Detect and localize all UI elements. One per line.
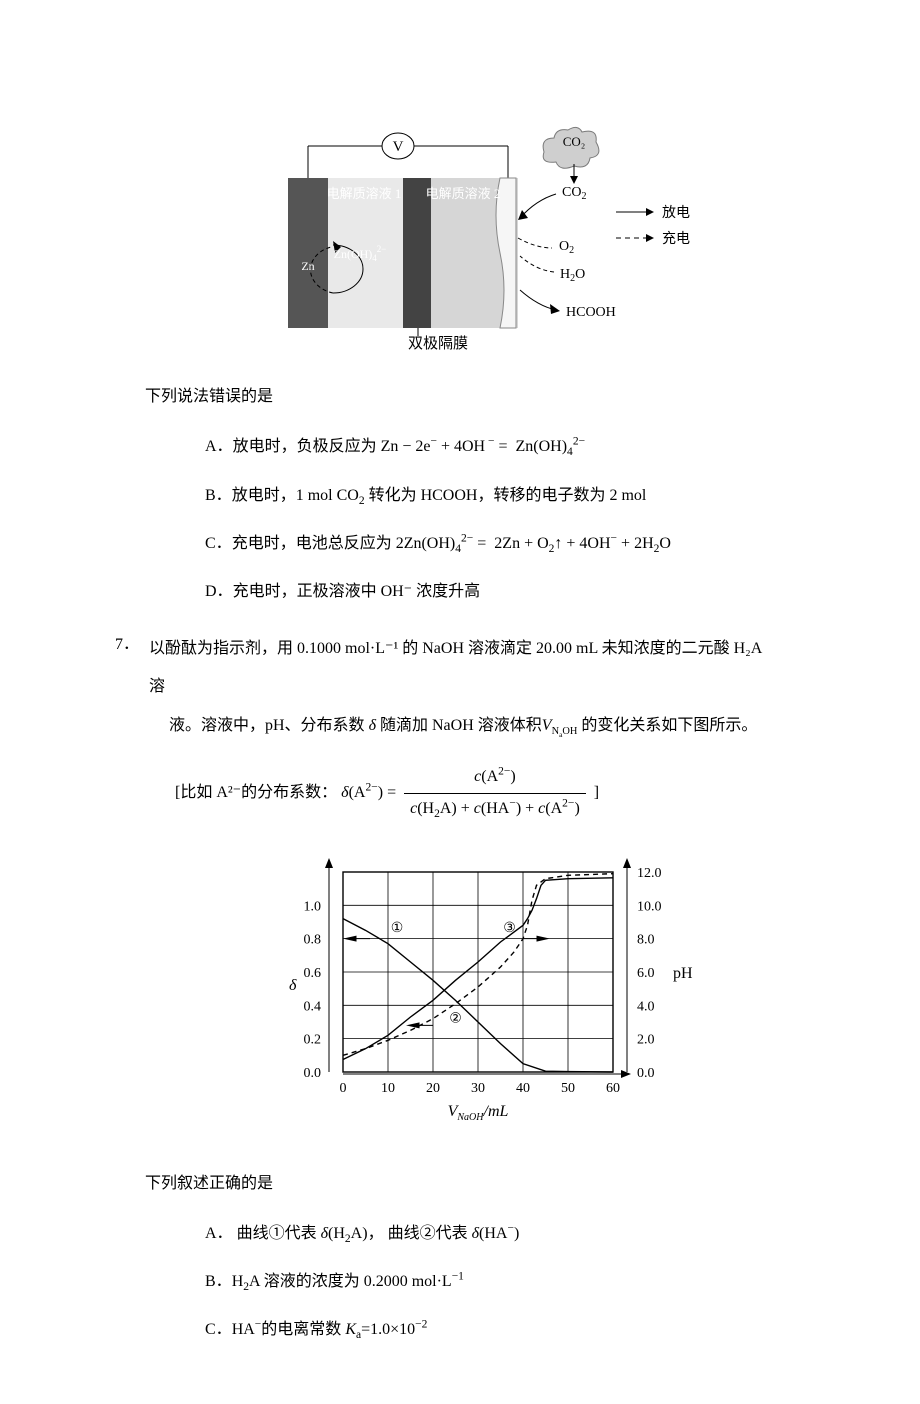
svg-text:50: 50 [561, 1081, 575, 1096]
svg-text:0.2: 0.2 [303, 1032, 321, 1047]
hcooh-label: HCOOH [566, 305, 616, 320]
q7-option-c: C．HA−的电离常数 Ka=1.0×10−2 [205, 1315, 820, 1345]
bipolar-label: 双极隔膜 [407, 335, 467, 352]
legend-charge: 充电 [662, 231, 690, 247]
svg-text:10.0: 10.0 [637, 899, 662, 914]
svg-text:4.0: 4.0 [637, 999, 655, 1014]
legend-discharge: 放电 [662, 205, 690, 221]
svg-text:δ: δ [289, 977, 297, 994]
q6-stem: 下列说法错误的是 [145, 379, 820, 414]
q7-line1: 以酚酞为指示剂，用 0.1000 mol·L⁻¹ 的 NaOH 溶液滴定 20.… [149, 640, 761, 695]
svg-text:0.8: 0.8 [303, 932, 321, 947]
q6-option-c: C．充电时，电池总反应为 2Zn(OH)42− = 2Zn + O2↑ + 4O… [205, 529, 820, 559]
q7-formula: [比如 A²⁻的分布系数： δ(A2−) = c(A2−) c(H2A) + c… [175, 763, 820, 824]
svg-text:1.0: 1.0 [303, 899, 321, 914]
q6-option-a: A．放电时，负极反应为 Zn − 2e− + 4OH − = Zn(OH)42− [205, 432, 820, 462]
svg-text:pH: pH [673, 965, 693, 982]
co2-cloud: CO₂ [543, 127, 599, 168]
battery-diagram: V CO₂ 电解质溶液 1 电解质溶液 2 [268, 120, 698, 355]
svg-text:30: 30 [471, 1081, 485, 1096]
titration-chart-row: 0 10 20 30 40 50 60 0.0 0.2 0.4 0.6 0.8 1.0 0.0 2.0 4.0… [145, 842, 820, 1142]
electrolyte1-label: 电解质溶液 1 [326, 186, 401, 201]
q6-option-d: D．充电时，正极溶液中 OH⁻ 浓度升高 [205, 577, 820, 607]
titration-chart: 0 10 20 30 40 50 60 0.0 0.2 0.4 0.6 0.8 1.0 0.0 2.0 4.0… [263, 842, 703, 1142]
svg-text:20: 20 [426, 1081, 440, 1096]
o2-label: O2 [559, 239, 574, 256]
q7-block: 7． 以酚酞为指示剂，用 0.1000 mol·L⁻¹ 的 NaOH 溶液滴定 … [115, 630, 820, 745]
q7b-stem: 下列叙述正确的是 [145, 1166, 820, 1201]
svg-text:0.0: 0.0 [637, 1066, 655, 1081]
co2-in-label: CO2 [562, 185, 586, 202]
electrolyte2-label: 电解质溶液 2 [425, 186, 500, 201]
svg-text:①: ① [390, 921, 403, 936]
svg-text:③: ③ [503, 921, 516, 936]
svg-text:VNaOH/mL: VNaOH/mL [447, 1103, 508, 1123]
svg-text:Zn: Zn [301, 259, 314, 273]
svg-text:12.0: 12.0 [637, 866, 662, 881]
svg-text:10: 10 [381, 1081, 395, 1096]
svg-text:8.0: 8.0 [637, 932, 655, 947]
svg-text:40: 40 [516, 1081, 530, 1096]
q7-option-b: B．H2A 溶液的浓度为 0.2000 mol·L−1 [205, 1267, 820, 1297]
h2o-label: H2O [560, 267, 585, 284]
svg-text:6.0: 6.0 [637, 966, 655, 981]
q7-number: 7． [115, 630, 145, 654]
svg-text:0.0: 0.0 [303, 1066, 321, 1081]
q6-option-b: B．放电时，1 mol CO2 转化为 HCOOH，转移的电子数为 2 mol [205, 481, 820, 511]
svg-text:②: ② [449, 1011, 462, 1026]
svg-text:2.0: 2.0 [637, 1032, 655, 1047]
battery-diagram-row: V CO₂ 电解质溶液 1 电解质溶液 2 [145, 120, 820, 355]
svg-text:0.4: 0.4 [303, 999, 321, 1014]
svg-text:60: 60 [606, 1081, 620, 1096]
svg-text:CO₂: CO₂ [562, 134, 585, 149]
voltmeter-label: V [392, 139, 403, 155]
svg-text:0.6: 0.6 [303, 966, 321, 981]
svg-text:0: 0 [339, 1081, 346, 1096]
q7-option-a: A． 曲线①代表 δ(H2A)， 曲线②代表 δ(HA−) [205, 1219, 820, 1249]
